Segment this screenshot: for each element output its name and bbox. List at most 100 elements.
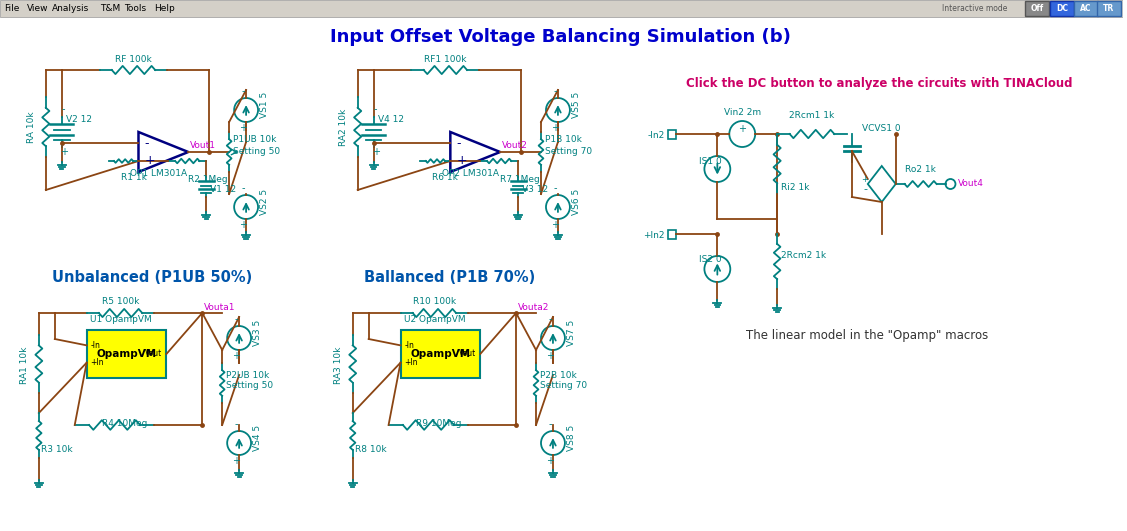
Text: -: - — [144, 138, 149, 150]
Text: +: + — [545, 456, 554, 466]
Text: -: - — [553, 183, 557, 193]
Text: Vout1: Vout1 — [190, 141, 216, 150]
Text: U2 OpampVM: U2 OpampVM — [403, 315, 465, 324]
Text: RA 10k: RA 10k — [27, 111, 36, 143]
Text: -: - — [548, 419, 552, 429]
Text: Ro2 1k: Ro2 1k — [905, 165, 937, 174]
Text: +: + — [60, 147, 68, 157]
Text: +: + — [239, 220, 247, 230]
Text: RF 100k: RF 100k — [115, 55, 152, 64]
FancyBboxPatch shape — [667, 230, 676, 239]
Text: Ballanced (P1B 70%): Ballanced (P1B 70%) — [364, 270, 535, 286]
Text: Off: Off — [1030, 4, 1044, 13]
Text: OP1 LM301A: OP1 LM301A — [130, 169, 187, 178]
Text: R5 100k: R5 100k — [101, 297, 140, 306]
Text: -: - — [863, 184, 868, 194]
Text: +: + — [738, 124, 746, 134]
Text: RF1 100k: RF1 100k — [424, 55, 467, 64]
Text: -: - — [234, 314, 238, 324]
Text: View: View — [27, 4, 48, 13]
Text: -: - — [548, 314, 552, 324]
Text: VS2 5: VS2 5 — [260, 189, 269, 215]
Text: -In: -In — [90, 341, 100, 350]
Text: Setting 70: Setting 70 — [545, 147, 592, 156]
Text: R2 1Meg: R2 1Meg — [188, 176, 228, 184]
Text: File: File — [5, 4, 19, 13]
Text: +: + — [551, 220, 559, 230]
Text: VS6 5: VS6 5 — [571, 189, 580, 215]
Text: OpampVM: OpampVM — [410, 349, 470, 359]
Text: -In: -In — [405, 341, 415, 350]
Text: R7 1Meg: R7 1Meg — [500, 176, 540, 184]
Text: Vouta2: Vouta2 — [518, 304, 550, 313]
FancyBboxPatch shape — [400, 330, 480, 378]
Text: +: + — [372, 147, 380, 157]
Text: Tools: Tools — [125, 4, 147, 13]
Text: VS7 5: VS7 5 — [567, 320, 576, 346]
FancyBboxPatch shape — [667, 130, 676, 139]
Text: +: + — [232, 351, 240, 361]
Text: Help: Help — [154, 4, 175, 13]
FancyBboxPatch shape — [1026, 1, 1049, 16]
Text: Vouta1: Vouta1 — [204, 304, 236, 313]
Text: P2UB 10k: P2UB 10k — [227, 371, 269, 380]
Text: +: + — [144, 153, 156, 167]
Text: +In: +In — [405, 358, 418, 367]
FancyBboxPatch shape — [1050, 1, 1074, 16]
FancyBboxPatch shape — [1074, 1, 1098, 16]
Text: R1 1k: R1 1k — [121, 173, 147, 182]
Text: OP2 LM301A: OP2 LM301A — [442, 169, 499, 178]
Text: -: - — [234, 419, 238, 429]
Text: Click the DC button to analyze the circuits with TINACloud: Click the DC button to analyze the circu… — [686, 76, 1073, 90]
Text: VS3 5: VS3 5 — [254, 320, 263, 346]
Text: R4 10Meg: R4 10Meg — [101, 419, 148, 428]
Text: Analysis: Analysis — [52, 4, 89, 13]
FancyBboxPatch shape — [87, 330, 167, 378]
Text: R6 1k: R6 1k — [433, 173, 459, 182]
Text: OpampVM: OpampVM — [97, 349, 157, 359]
Text: +: + — [232, 456, 240, 466]
Text: Ri2 1k: Ri2 1k — [781, 183, 809, 192]
Text: VS4 5: VS4 5 — [254, 425, 263, 451]
Text: V2 12: V2 12 — [65, 116, 91, 124]
Text: VS8 5: VS8 5 — [567, 425, 576, 451]
Text: Unbalanced (P1UB 50%): Unbalanced (P1UB 50%) — [52, 270, 252, 286]
Text: VCVS1 0: VCVS1 0 — [862, 124, 902, 133]
Text: AC: AC — [1081, 4, 1092, 13]
Text: -: - — [241, 86, 245, 96]
Text: R10 100k: R10 100k — [412, 297, 456, 306]
FancyBboxPatch shape — [0, 0, 1122, 17]
Text: +: + — [861, 175, 868, 184]
Text: RA2 10k: RA2 10k — [339, 108, 348, 145]
Text: DC: DC — [1056, 4, 1068, 13]
Text: VS1 5: VS1 5 — [260, 92, 269, 118]
Text: Vout2: Vout2 — [503, 141, 529, 150]
Text: R3 10k: R3 10k — [41, 446, 72, 455]
Text: Vout4: Vout4 — [958, 179, 984, 189]
Text: P1B 10k: P1B 10k — [545, 135, 582, 144]
Text: V4 12: V4 12 — [378, 116, 403, 124]
Text: +In: +In — [90, 358, 104, 367]
Text: Vout: Vout — [145, 349, 162, 358]
Text: T&M: T&M — [99, 4, 119, 13]
Text: The linear model in the "Opamp" macros: The linear model in the "Opamp" macros — [746, 329, 988, 341]
Text: IS1 0: IS1 0 — [700, 157, 722, 166]
Text: -In2: -In2 — [647, 131, 665, 140]
Text: P2B 10k: P2B 10k — [540, 371, 577, 380]
Text: P1UB 10k: P1UB 10k — [233, 135, 276, 144]
Text: Setting 70: Setting 70 — [540, 381, 587, 390]
Text: Input Offset Voltage Balancing Simulation (b): Input Offset Voltage Balancing Simulatio… — [330, 28, 791, 46]
Text: V3 12: V3 12 — [522, 185, 548, 194]
Text: Vin2 2m: Vin2 2m — [724, 108, 761, 117]
Text: +: + — [456, 153, 467, 167]
Text: -: - — [62, 104, 65, 114]
Text: +: + — [551, 123, 559, 133]
FancyBboxPatch shape — [1097, 1, 1121, 16]
Text: RA3 10k: RA3 10k — [335, 346, 344, 384]
Text: R9 10Meg: R9 10Meg — [416, 419, 461, 428]
Text: Interactive mode: Interactive mode — [941, 4, 1006, 13]
Text: RA1 10k: RA1 10k — [20, 346, 29, 384]
Text: Vout: Vout — [459, 349, 477, 358]
Text: R8 10k: R8 10k — [355, 446, 387, 455]
Text: -: - — [374, 104, 378, 114]
